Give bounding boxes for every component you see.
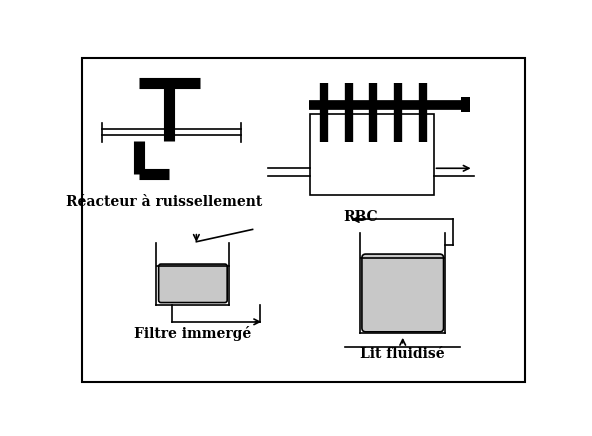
FancyBboxPatch shape (362, 254, 443, 332)
Text: Filtre immergé: Filtre immergé (134, 326, 251, 341)
Text: RBC: RBC (343, 210, 378, 224)
Text: Réacteur à ruissellement: Réacteur à ruissellement (66, 195, 262, 209)
Bar (461, 97, 471, 112)
Bar (310, 114, 433, 195)
FancyBboxPatch shape (159, 264, 227, 303)
Text: Lit fluidisé: Lit fluidisé (361, 347, 445, 361)
